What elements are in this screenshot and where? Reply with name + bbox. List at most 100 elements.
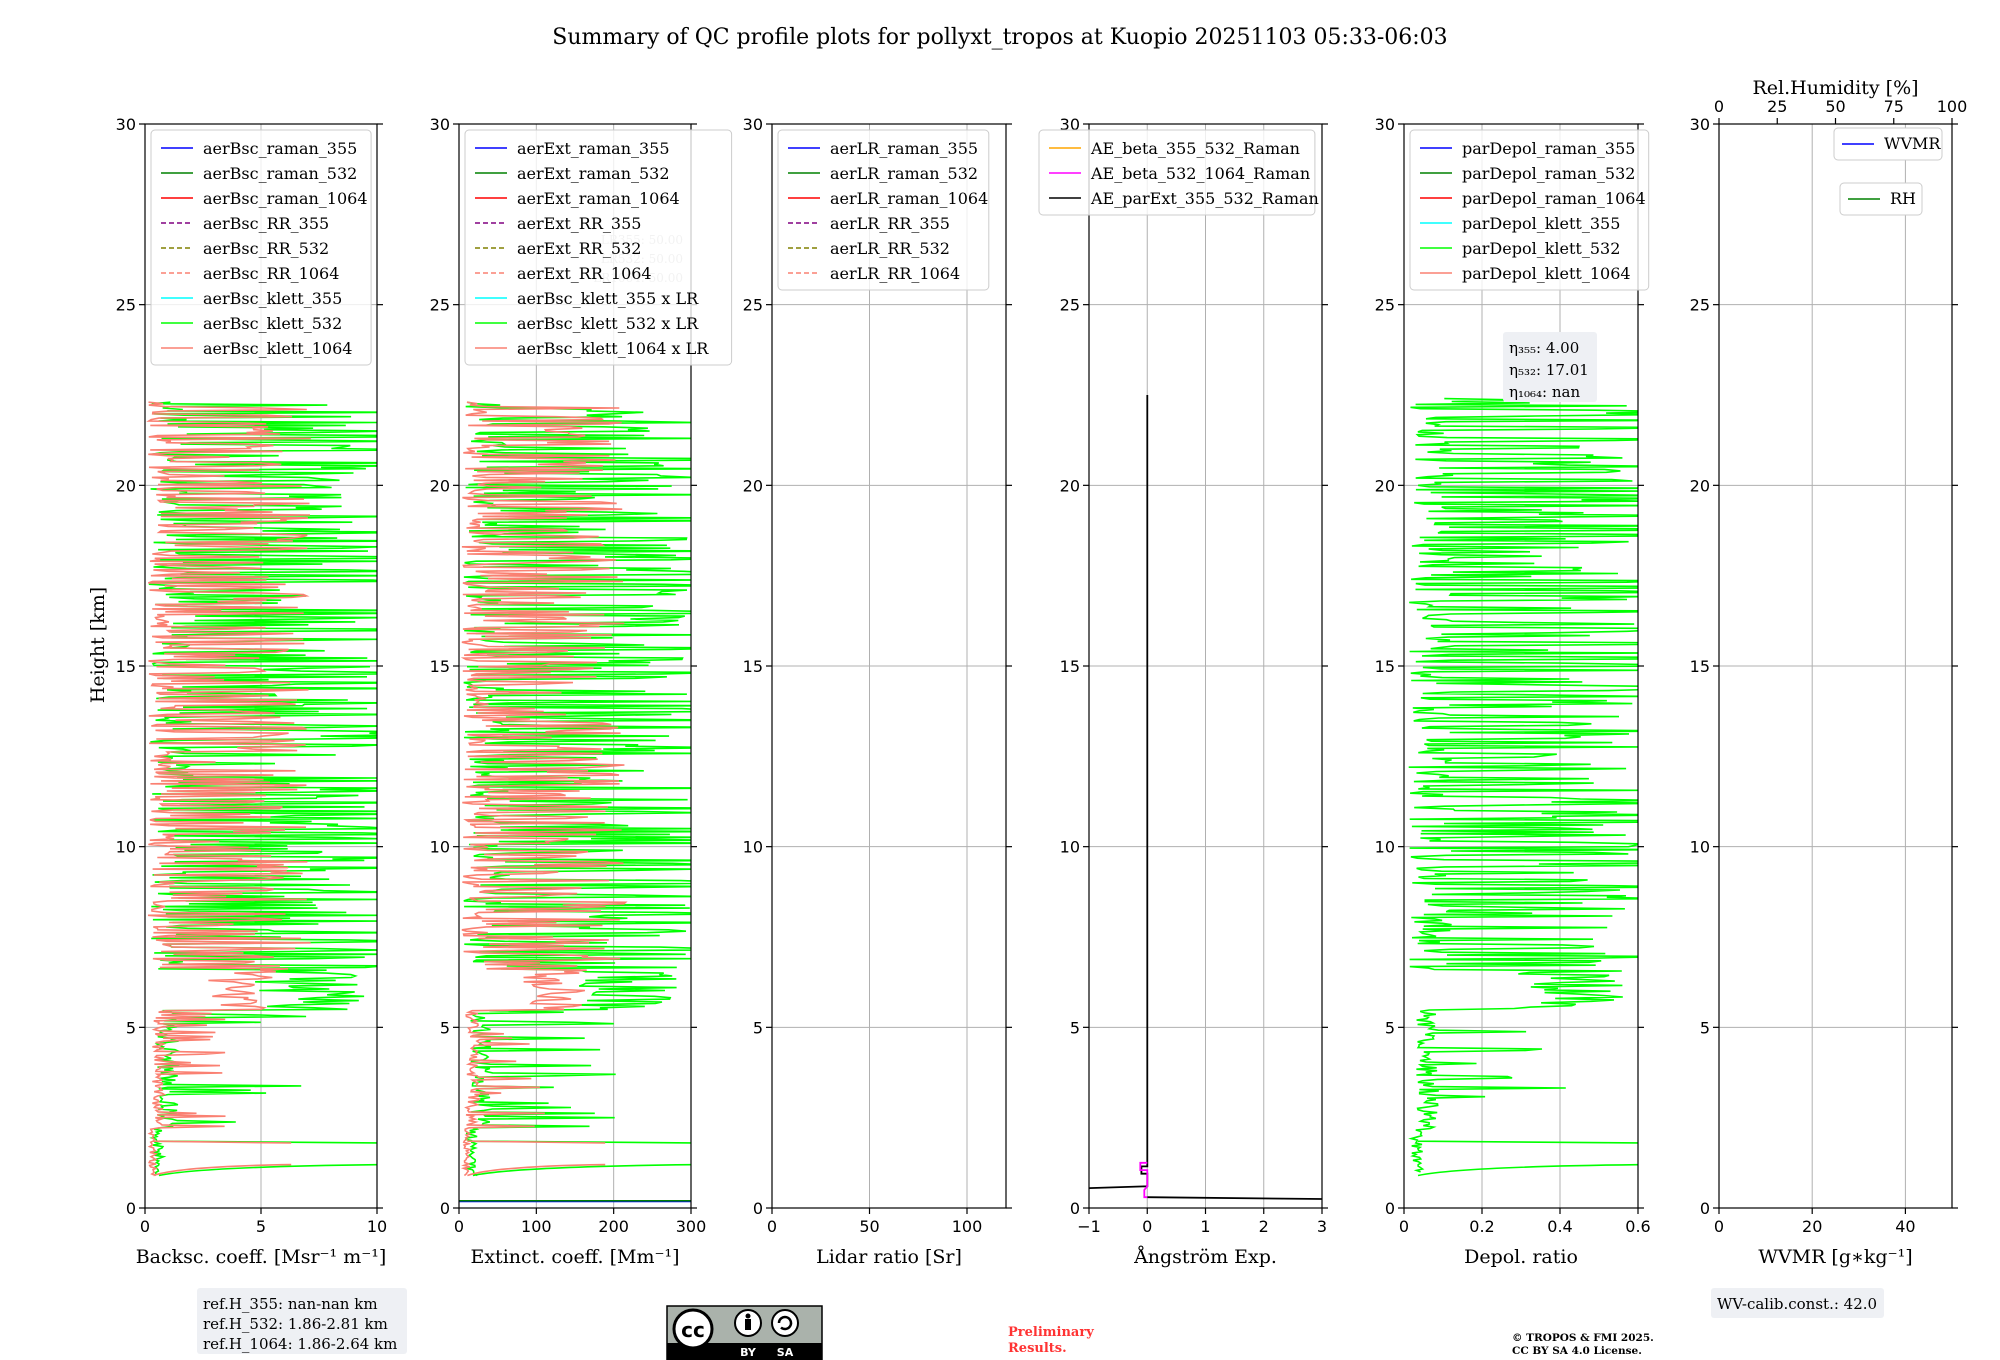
y-tick-label: 15 <box>1375 657 1395 676</box>
x-tick-label: 2 <box>1259 1217 1269 1236</box>
plot-area <box>146 401 377 1177</box>
figure-title: Summary of QC profile plots for pollyxt_… <box>552 25 1447 50</box>
y-tick-label: 5 <box>1385 1018 1395 1037</box>
legend-label: aerBsc_raman_1064 <box>203 189 368 208</box>
x-tick-label: 300 <box>676 1217 707 1236</box>
legend-label: parDepol_klett_1064 <box>1462 264 1631 283</box>
info-box <box>197 1288 407 1354</box>
panel-wv: 0 20 40 0 5 10 15 20 25 30 WVMR [g∗kg⁻¹] 0 25 50 75 100… <box>1690 77 1967 1318</box>
info-text: ref.H_1064: 1.86-2.64 km <box>203 1335 397 1353</box>
sa-icon <box>771 1309 799 1337</box>
legend-label: aerLR_RR_532 <box>830 239 950 258</box>
series-parDepol_klett_532 <box>1408 397 1638 1177</box>
legend-box <box>1409 129 1650 291</box>
y-tick-label: 30 <box>1375 115 1395 134</box>
legend: parDepol_raman_355 parDepol_raman_532 parD… <box>1409 129 1650 291</box>
eta-box <box>1503 332 1597 402</box>
legend-label: aerLR_raman_1064 <box>830 189 988 208</box>
legend-label: aerBsc_RR_532 <box>203 239 329 258</box>
legend-label: aerBsc_klett_355 <box>203 289 342 308</box>
legend-label: aerExt_RR_1064 <box>517 264 652 283</box>
eta-value: η₅₃₂: 17.01 <box>1509 361 1589 379</box>
y-tick-label: 20 <box>116 476 136 495</box>
info-box <box>1711 1288 1884 1318</box>
top-x-tick-label: 25 <box>1767 97 1787 116</box>
y-tick-label: 5 <box>440 1018 450 1037</box>
eta-value: η₃₅₅: 4.00 <box>1509 339 1579 357</box>
info-text: ref.H_355: nan-nan km <box>203 1295 378 1313</box>
x-axis-label: WVMR [g∗kg⁻¹] <box>1758 1246 1912 1268</box>
preliminary-note: Preliminary Results. <box>1008 1325 1098 1356</box>
y-tick-label: 10 <box>1375 838 1395 857</box>
y-tick-label: 0 <box>1070 1199 1080 1218</box>
plot-area <box>1089 395 1322 1200</box>
x-tick-label: 0 <box>767 1217 777 1236</box>
y-tick-label: 15 <box>743 657 763 676</box>
y-tick-label: 10 <box>1690 838 1710 857</box>
panel-ext: 0 100 200 300 0 5 10 15 20 25 30 Extinct. coeff. [M… <box>430 115 733 1268</box>
series-aerBsc_klett_1064 x LR <box>460 401 628 1177</box>
legend-label: aerLR_RR_1064 <box>830 264 960 283</box>
legend-label: AE_beta_532_1064_Raman <box>1090 164 1310 183</box>
y-tick-label: 5 <box>1070 1018 1080 1037</box>
legend-label: aerBsc_raman_532 <box>203 164 357 183</box>
y-tick-label: 0 <box>753 1199 763 1218</box>
legend-label: AE_beta_355_532_Raman <box>1090 139 1300 158</box>
series-aerBsc_klett_1064 <box>146 401 311 1177</box>
info-text: ref.H_532: 1.86-2.81 km <box>203 1315 388 1333</box>
by-label: BY <box>740 1346 757 1359</box>
y-tick-label: 20 <box>1690 476 1710 495</box>
y-tick-label: 0 <box>440 1199 450 1218</box>
cc-license-badge: cc BY SA <box>666 1305 823 1360</box>
y-tick-label: 15 <box>1060 657 1080 676</box>
legend-label: aerExt_raman_532 <box>517 164 670 183</box>
x-axis-label: Extinct. coeff. [Mm⁻¹] <box>470 1246 679 1268</box>
legend-box <box>150 129 372 366</box>
y-tick-label: 5 <box>126 1018 136 1037</box>
legend-WVMR: WVMR <box>1833 127 1943 161</box>
cc-badge-label: cc <box>681 1318 705 1342</box>
x-tick-label: 0 <box>1399 1217 1409 1236</box>
legend-label: parDepol_klett_355 <box>1462 214 1620 233</box>
copyright-note: © TROPOS & FMI 2025. CC BY SA 4.0 Licens… <box>1512 1332 1657 1357</box>
y-tick-label: 30 <box>1690 115 1710 134</box>
x-axis-label: Lidar ratio [Sr] <box>816 1246 962 1268</box>
series-line <box>1147 1196 1322 1200</box>
legend-label: aerLR_RR_355 <box>830 214 950 233</box>
y-tick-label: 5 <box>753 1018 763 1037</box>
x-tick-label: 200 <box>598 1217 629 1236</box>
y-tick-label: 20 <box>743 476 763 495</box>
x-axis-label: Backsc. coeff. [Msr⁻¹ m⁻¹] <box>136 1246 387 1268</box>
y-tick-label: 5 <box>1700 1018 1710 1037</box>
plot-area <box>459 401 691 1203</box>
y-tick-label: 20 <box>1375 476 1395 495</box>
x-tick-label: 50 <box>859 1217 879 1236</box>
top-x-tick-label: 75 <box>1884 97 1904 116</box>
y-tick-label: 0 <box>1385 1199 1395 1218</box>
series-line <box>1089 395 1149 1189</box>
legend: aerBsc_raman_355 aerBsc_raman_532 aerBsc_r… <box>150 129 372 366</box>
legend-label: aerBsc_raman_355 <box>203 139 357 158</box>
legend-RH: RH <box>1839 182 1923 216</box>
y-tick-label: 10 <box>743 838 763 857</box>
x-tick-label: −1 <box>1077 1217 1101 1236</box>
y-tick-label: 15 <box>116 657 136 676</box>
sa-label: SA <box>777 1346 794 1359</box>
x-tick-label: 10 <box>367 1217 387 1236</box>
legend-label: aerLR_raman_532 <box>830 164 978 183</box>
y-tick-label: 10 <box>116 838 136 857</box>
x-tick-label: 1 <box>1200 1217 1210 1236</box>
y-tick-label: 25 <box>1375 296 1395 315</box>
x-tick-label: 0 <box>454 1217 464 1236</box>
x-tick-label: 0 <box>1142 1217 1152 1236</box>
x-axis-label: Ångström Exp. <box>1133 1246 1277 1268</box>
y-tick-label: 0 <box>126 1199 136 1218</box>
legend-label: aerBsc_RR_1064 <box>203 264 339 283</box>
y-tick-label: 20 <box>1060 476 1080 495</box>
x-tick-label: 0.2 <box>1469 1217 1494 1236</box>
legend-label: aerExt_RR_355 <box>517 214 641 233</box>
eta-value: η₁₀₆₄: nan <box>1509 383 1580 401</box>
y-tick-label: 0 <box>1700 1199 1710 1218</box>
legend-label: aerExt_RR_532 <box>517 239 641 258</box>
